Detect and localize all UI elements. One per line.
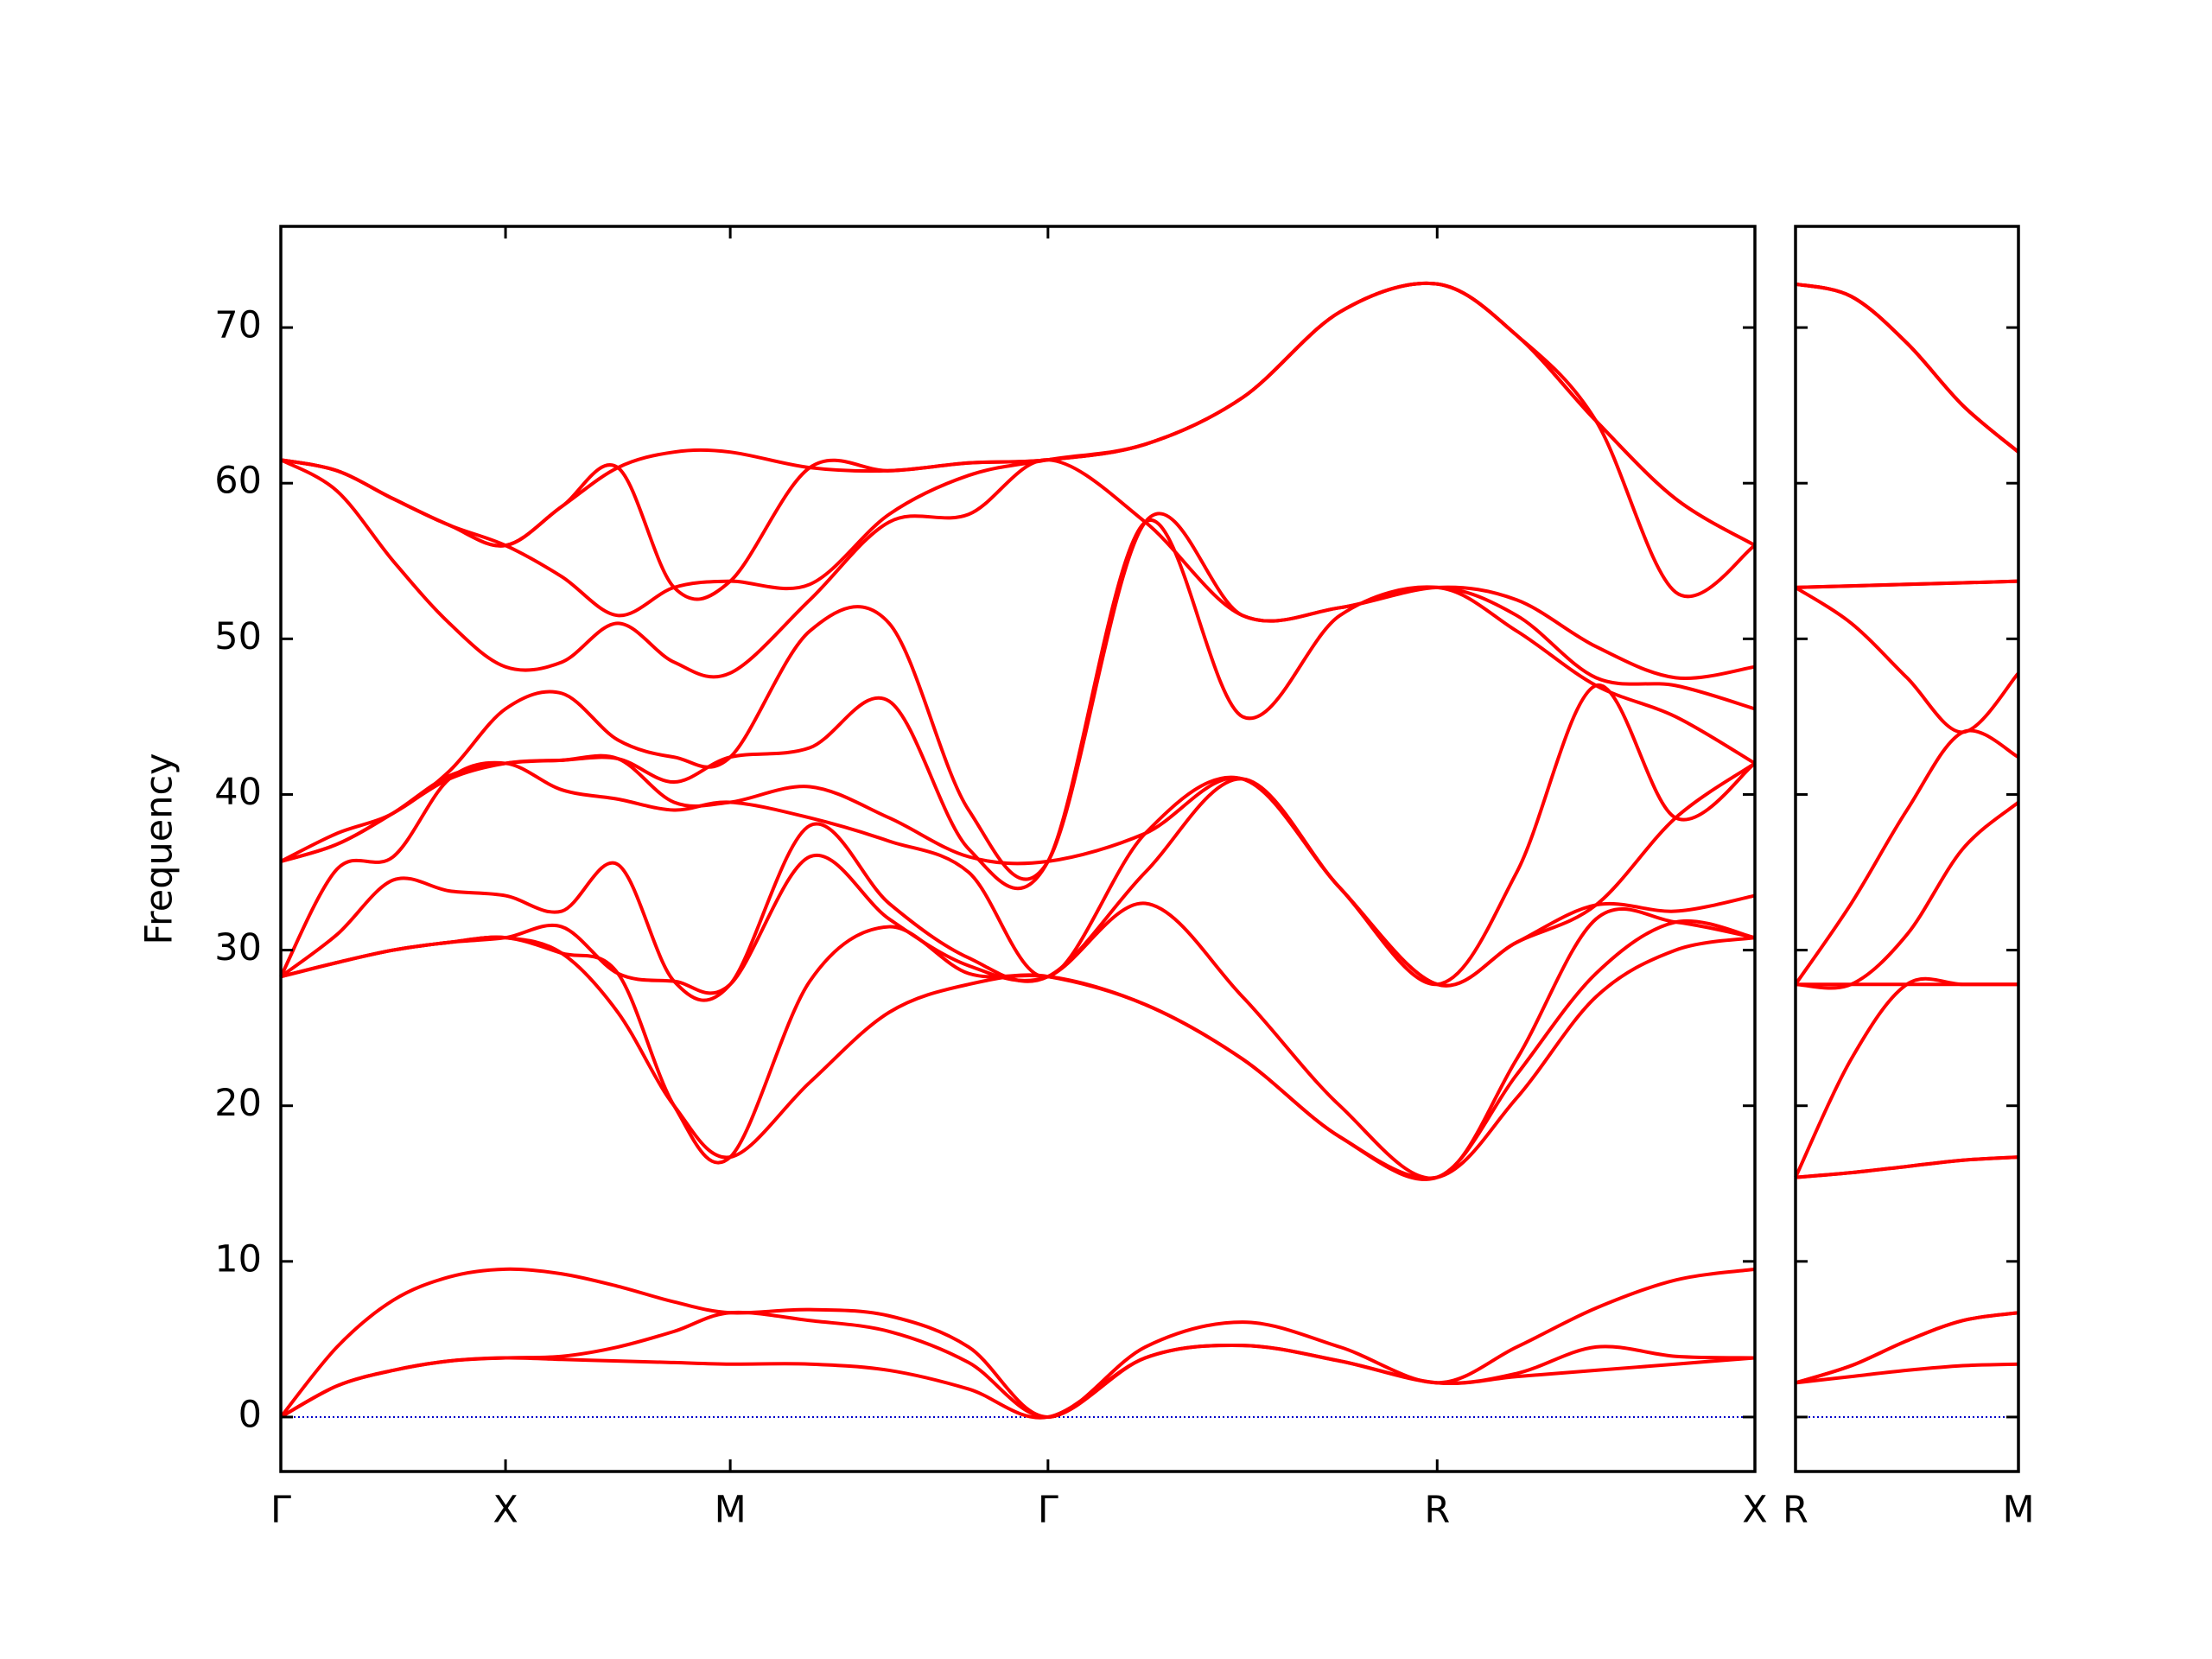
y-tick-label: 50 [214,615,262,658]
band-line [279,1267,1756,1419]
x-tick-label: Γ [270,1489,291,1532]
band-line [1795,1155,2019,1179]
x-tick-label: M [2002,1489,2034,1532]
band-line [280,518,1757,891]
band-line [280,512,1756,881]
band-line [280,458,1756,681]
band-line [280,281,1757,548]
plot-frame [1794,225,2020,1473]
x-tick-label: Γ [1038,1489,1058,1532]
y-tick-label: 0 [238,1393,262,1436]
x-tick-label: M [715,1489,747,1532]
band-line [1795,282,2020,454]
y-tick-label: 20 [214,1082,262,1125]
y-tick-label: 10 [214,1237,262,1281]
y-tick-label: 70 [214,304,262,347]
band-line [1795,800,2020,990]
band-line [1794,586,2020,734]
band-line [1795,1362,2019,1385]
band-line [280,853,1756,1180]
band-line [1794,728,2019,986]
band-line [279,760,1757,988]
y-axis-label: Frequency [138,753,181,944]
x-tick-label: X [1742,1489,1767,1532]
band-line [1795,579,2019,589]
plot-frame [279,225,1757,1473]
x-tick-label: R [1783,1489,1808,1532]
x-tick-label: X [493,1489,518,1532]
x-tick-label: R [1424,1489,1450,1532]
band-line [280,1310,1756,1419]
band-line [1795,1311,2019,1385]
y-tick-label: 30 [214,926,262,969]
y-tick-label: 40 [214,771,262,814]
y-tick-label: 60 [214,460,262,503]
